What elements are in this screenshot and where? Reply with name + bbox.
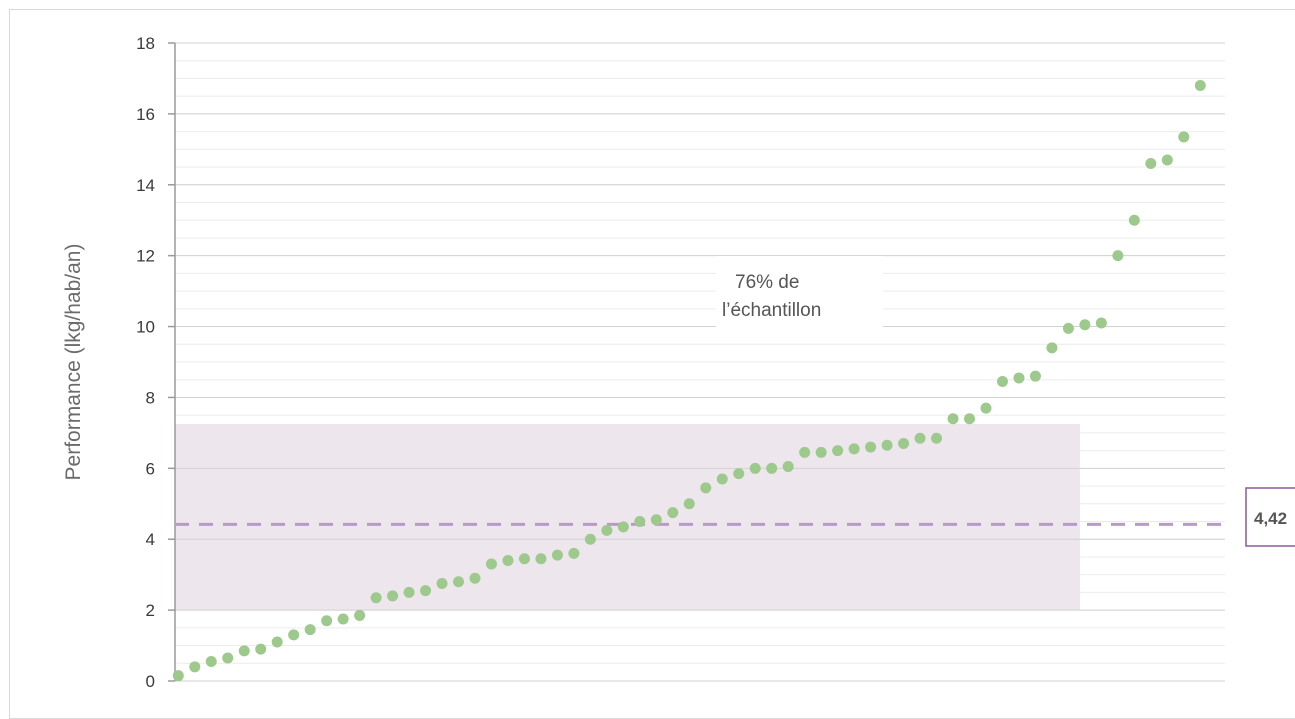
data-point xyxy=(469,572,481,584)
y-tick-label: 4 xyxy=(146,530,155,549)
data-point xyxy=(815,446,827,458)
data-point xyxy=(1161,154,1173,166)
data-point xyxy=(667,507,679,519)
data-point xyxy=(387,590,399,602)
data-point xyxy=(420,585,432,597)
y-tick-label: 18 xyxy=(136,34,155,53)
data-point xyxy=(337,613,349,625)
data-point xyxy=(700,482,712,494)
data-point xyxy=(1178,131,1190,143)
data-point xyxy=(617,521,629,533)
data-point xyxy=(865,441,877,453)
data-point xyxy=(370,592,382,604)
data-point xyxy=(782,461,794,473)
data-point xyxy=(584,533,596,545)
annotation-line-1: 76% de xyxy=(735,272,799,293)
data-point xyxy=(205,656,217,668)
data-point xyxy=(1079,319,1091,331)
data-point xyxy=(502,554,514,566)
data-point xyxy=(733,468,745,480)
data-point xyxy=(1194,80,1206,92)
data-point xyxy=(255,643,267,655)
data-point xyxy=(848,443,860,455)
reference-value-label: 4,42 xyxy=(1254,509,1287,528)
y-tick-label: 6 xyxy=(146,459,155,478)
y-axis-label: Performance (lkg/hab/an) xyxy=(62,244,85,481)
annotation-line-2: l’échantillon xyxy=(722,300,821,321)
data-point xyxy=(238,645,250,657)
data-point xyxy=(535,553,547,565)
data-point xyxy=(288,629,300,641)
y-tick-label: 14 xyxy=(136,176,155,195)
shaded-band xyxy=(175,424,1080,611)
data-point xyxy=(403,586,415,598)
annotation-box: 76% de l’échantillon xyxy=(716,256,883,338)
data-point xyxy=(1046,342,1058,354)
data-point xyxy=(436,578,448,590)
data-point xyxy=(1095,317,1107,329)
data-point xyxy=(354,609,366,621)
data-point xyxy=(832,445,844,457)
reference-value-box: 4,42 xyxy=(1245,487,1295,547)
data-point xyxy=(321,615,333,627)
y-tick-label: 0 xyxy=(146,672,155,691)
data-point xyxy=(650,514,662,526)
major-gridlines xyxy=(175,42,1225,682)
y-tick-label: 2 xyxy=(146,601,155,620)
data-point xyxy=(1112,250,1124,262)
data-point xyxy=(271,636,283,648)
data-point xyxy=(601,524,613,536)
y-tick-label: 16 xyxy=(136,105,155,124)
y-ticks: 0 2 4 6 8 10 12 14 16 18 xyxy=(136,34,175,691)
data-point xyxy=(222,652,234,664)
data-point xyxy=(716,473,728,485)
data-point xyxy=(1145,158,1157,170)
data-point xyxy=(568,547,580,559)
data-point xyxy=(189,661,201,673)
data-point xyxy=(799,446,811,458)
data-point xyxy=(766,462,778,474)
data-point xyxy=(634,516,646,527)
y-tick-label: 8 xyxy=(146,388,155,407)
data-point xyxy=(1013,372,1025,384)
data-point xyxy=(881,439,893,451)
data-point xyxy=(898,438,910,450)
data-point xyxy=(1029,370,1041,382)
data-point xyxy=(1128,214,1140,226)
data-point xyxy=(172,670,184,682)
annotation-background xyxy=(716,256,883,338)
data-point xyxy=(964,413,976,425)
data-point xyxy=(551,549,563,561)
data-point xyxy=(914,432,926,444)
data-point xyxy=(980,402,992,414)
data-point xyxy=(683,498,695,510)
data-point xyxy=(947,413,959,425)
data-point xyxy=(518,553,530,565)
reference-value-frame xyxy=(1245,487,1295,547)
y-tick-label: 10 xyxy=(136,318,155,337)
data-points xyxy=(172,80,1206,682)
data-point xyxy=(304,624,316,636)
data-point xyxy=(453,576,465,588)
data-point xyxy=(996,375,1008,387)
data-point xyxy=(749,462,761,474)
y-tick-label: 12 xyxy=(136,247,155,266)
data-point xyxy=(485,558,497,570)
data-point xyxy=(1062,322,1074,334)
data-point xyxy=(931,432,943,444)
